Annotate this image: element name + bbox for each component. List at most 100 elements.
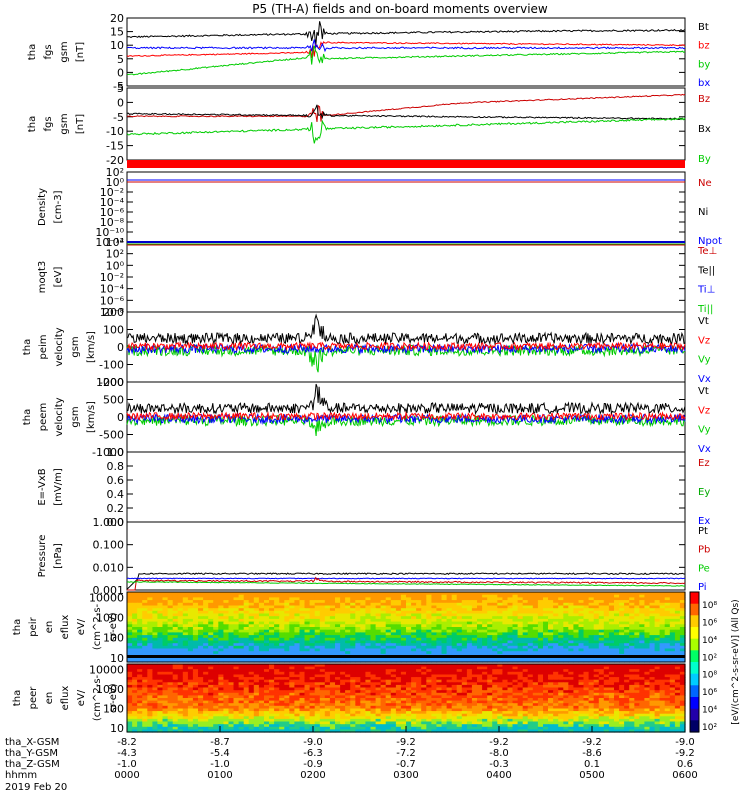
spectrogram-cell: [395, 592, 402, 596]
spectrogram-cell: [324, 666, 331, 670]
spectrogram-cell: [471, 648, 478, 652]
spectrogram-cell: [345, 705, 351, 709]
spectrogram-cell: [329, 635, 336, 639]
spectrogram-cell: [208, 700, 214, 704]
spectrogram-cell: [679, 594, 686, 598]
spectrogram-cell: [406, 679, 412, 683]
spectrogram-cell: [264, 664, 270, 668]
spectrogram-cell: [512, 648, 519, 652]
spectrogram-cell: [274, 613, 280, 617]
spectrogram-cell: [624, 616, 630, 620]
spectrogram-cell: [345, 692, 351, 696]
spectrogram-cell: [441, 637, 448, 642]
spectrogram-cell: [624, 643, 630, 647]
spectrogram-cell: [421, 682, 427, 686]
spectrogram-cell: [132, 705, 138, 709]
spectrogram-cell: [492, 698, 498, 702]
spectrogram-cell: [502, 669, 509, 673]
spectrogram-cell: [238, 692, 245, 696]
spectrogram-cell: [664, 600, 671, 604]
spectrogram-cell: [187, 605, 194, 609]
spectrogram-cell: [451, 692, 458, 696]
spectrogram-cell: [182, 690, 189, 694]
spectrogram-cell: [157, 618, 164, 623]
spectrogram-cell: [619, 594, 625, 598]
spectrogram-cell: [416, 669, 422, 673]
spectrogram-cell: [558, 651, 564, 655]
spectrogram-cell: [573, 610, 580, 615]
spectrogram-cell: [319, 651, 326, 655]
spectrogram-cell: [390, 621, 397, 625]
spectrogram-cell: [487, 703, 493, 707]
spectrogram-cell: [132, 602, 138, 607]
spectrogram-cell: [487, 616, 493, 620]
spectrogram-cell: [172, 679, 179, 683]
spectrogram-cell: [537, 687, 544, 691]
spectrogram-cell: [172, 684, 179, 689]
spectrogram-cell: [289, 637, 295, 642]
spectrogram-cell: [162, 621, 169, 625]
spectrogram-cell: [370, 669, 377, 673]
spectrogram-cell: [517, 679, 524, 683]
spectrogram-cell: [477, 659, 483, 663]
spectrogram-cell: [238, 669, 245, 673]
spectrogram-cell: [563, 605, 569, 609]
spectrogram-cell: [608, 666, 615, 670]
spectrogram-cell: [654, 679, 661, 683]
spectrogram-cell: [365, 616, 372, 620]
spectrogram-cell: [319, 627, 326, 631]
spectrogram-cell: [598, 700, 605, 704]
spectrogram-cell: [269, 643, 275, 647]
spectrogram-cell: [507, 629, 514, 633]
spectrogram-cell: [253, 703, 260, 707]
spectrogram-cell: [578, 659, 585, 663]
spectrogram-cell: [583, 656, 590, 660]
spectrogram-cell: [198, 627, 204, 631]
spectrogram-cell: [664, 645, 671, 650]
spectrogram-cell: [294, 671, 301, 675]
spectrogram-cell: [674, 679, 681, 683]
spectrogram-cell: [238, 627, 245, 631]
spectrogram-cell: [213, 659, 219, 663]
spectrogram-cell: [314, 666, 321, 670]
spectrogram-cell: [324, 695, 331, 699]
spectrogram-cell: [532, 651, 539, 655]
spectrogram-cell: [578, 613, 585, 617]
spectrogram-cell: [177, 674, 184, 678]
spectrogram-cell: [248, 679, 255, 683]
spectrogram-cell: [517, 674, 524, 678]
spectrogram-cell: [598, 629, 605, 633]
spectrogram-cell: [608, 597, 615, 601]
spectrogram-cell: [446, 602, 453, 607]
spectrogram-cell: [492, 700, 498, 704]
spectrogram-cell: [406, 608, 412, 612]
spectrogram-cell: [132, 635, 138, 639]
spectrogram-cell: [223, 610, 230, 615]
spectrogram-cell: [142, 677, 148, 681]
spectrogram-cell: [248, 624, 255, 628]
spectrogram-cell: [477, 671, 483, 675]
spectrogram-cell: [370, 690, 377, 694]
spectrogram-cell: [284, 687, 290, 691]
spectrogram-cell: [563, 700, 569, 704]
spectrogram-cell: [532, 692, 539, 696]
spectrogram-cell: [218, 632, 224, 636]
spectrogram-cell: [634, 669, 640, 673]
spectrogram-cell: [294, 645, 301, 650]
spectrogram-cell: [644, 627, 651, 631]
spectrogram-cell: [466, 602, 473, 607]
spectrogram-cell: [350, 664, 356, 668]
spectrogram-cell: [507, 648, 514, 652]
spectrogram-cell: [578, 648, 585, 652]
spectrogram-cell: [152, 656, 159, 660]
spectrogram-cell: [380, 624, 387, 628]
spectrogram-cell: [624, 679, 630, 683]
spectrogram-cell: [649, 594, 656, 598]
spectrogram-cell: [390, 643, 397, 647]
spectrogram-cell: [593, 608, 600, 612]
spectrogram-cell: [497, 597, 503, 601]
spectrogram-cell: [350, 643, 356, 647]
spectrogram-cell: [654, 616, 661, 620]
spectrogram-cell: [659, 698, 666, 702]
spectrogram-cell: [548, 640, 554, 644]
